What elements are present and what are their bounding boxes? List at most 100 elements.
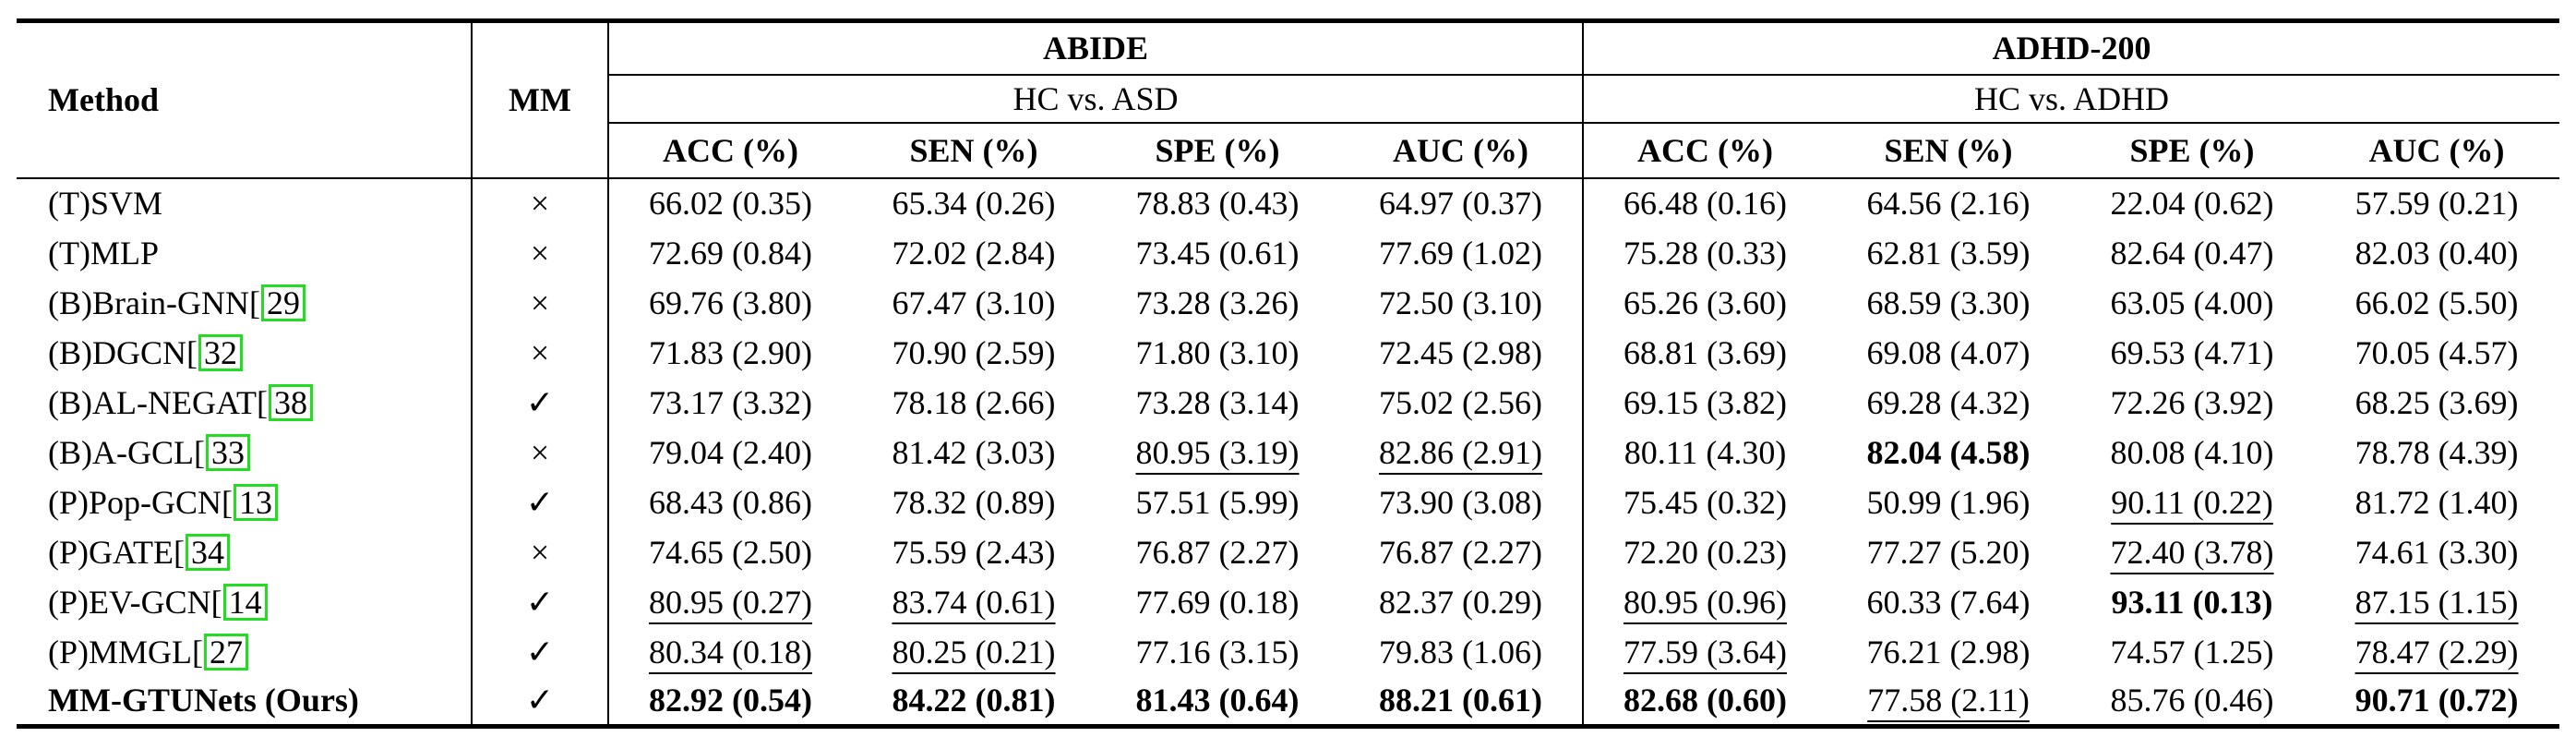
metric-cell: 72.20 (0.23): [1582, 526, 1827, 577]
citation-link[interactable]: 33: [205, 433, 250, 471]
metric-cell: 87.15 (1.15): [2314, 577, 2559, 627]
header-method: Method: [17, 18, 472, 178]
mm-indicator: ✓: [471, 676, 608, 729]
metric-value: 78.32 (0.89): [892, 483, 1056, 521]
metric-value: 72.45 (2.98): [1379, 333, 1542, 371]
header-metric: ACC (%): [607, 122, 852, 179]
header-task-abide: HC vs. ASD: [606, 73, 1584, 124]
method-name: (B)Brain-GNN[29: [17, 278, 472, 328]
metric-value: 62.81 (3.59): [1866, 234, 2031, 272]
metric-cell: 62.81 (3.59): [1827, 228, 2070, 278]
metric-value: 87.15 (1.15): [2354, 583, 2519, 621]
metric-cell: 82.92 (0.54): [607, 676, 852, 729]
citation-link[interactable]: 29: [260, 284, 306, 321]
header-metric: ACC (%): [1582, 122, 1827, 179]
method-name: (P)GATE[34: [17, 527, 472, 577]
citation-link[interactable]: 34: [185, 533, 230, 571]
metric-cell: 82.86 (2.91): [1339, 428, 1583, 477]
method-label: (P)EV-GCN[: [48, 583, 222, 621]
metric-value: 57.51 (5.99): [1135, 483, 1300, 521]
metric-cell: 64.56 (2.16): [1827, 176, 2071, 228]
metric-value: 82.04 (4.58): [1866, 433, 2031, 471]
metric-value: 80.95 (3.19): [1135, 433, 1300, 471]
mm-indicator: ×: [471, 526, 608, 577]
metric-cell: 81.72 (1.40): [2314, 477, 2559, 527]
mm-indicator: ×: [471, 227, 608, 278]
metric-value: 69.08 (4.07): [1866, 333, 2031, 371]
metric-cell: 78.47 (2.29): [2314, 627, 2559, 677]
metric-cell: 73.28 (3.14): [1096, 378, 1339, 428]
metric-cell: 90.11 (0.22): [2070, 477, 2314, 527]
metric-cell: 82.68 (0.60): [1582, 676, 1827, 729]
metric-cell: 77.59 (3.64): [1582, 626, 1827, 677]
metric-cell: 77.69 (1.02): [1339, 228, 1583, 278]
metric-value: 80.25 (0.21): [892, 633, 1056, 670]
metric-value: 77.69 (0.18): [1135, 583, 1300, 621]
metric-value: 72.50 (3.10): [1379, 284, 1542, 321]
method-label: (T)SVM: [48, 185, 162, 222]
metric-value: 68.43 (0.86): [649, 483, 812, 521]
method-label: (T)MLP: [48, 234, 159, 272]
metric-cell: 85.76 (0.46): [2070, 676, 2315, 729]
citation-link[interactable]: 13: [234, 483, 279, 521]
metric-value: 76.87 (2.27): [1135, 533, 1300, 571]
metric-value: 80.08 (4.10): [2110, 433, 2274, 471]
table-row: (P)EV-GCN[14 ✓ 80.95 (0.27) 83.74 (0.61) 77.…: [17, 576, 2559, 627]
metric-value: 77.58 (2.11): [1867, 682, 2030, 719]
mm-indicator: ×: [471, 427, 608, 477]
metric-value: 63.05 (4.00): [2110, 284, 2274, 321]
metric-value: 64.97 (0.37): [1379, 185, 1542, 222]
method-label: MM-GTUNets (Ours): [48, 682, 359, 719]
metric-cell: 81.43 (0.64): [1096, 676, 1339, 729]
method-label: (B)Brain-GNN[: [48, 284, 260, 321]
metric-cell: 72.26 (3.92): [2070, 378, 2314, 428]
citation-link[interactable]: 27: [204, 633, 248, 670]
metric-value: 81.42 (3.03): [892, 433, 1056, 471]
metric-cell: 82.03 (0.40): [2314, 228, 2559, 278]
metric-cell: 70.05 (4.57): [2314, 328, 2559, 378]
metric-cell: 66.48 (0.16): [1582, 176, 1827, 228]
metric-value: 78.83 (0.43): [1135, 185, 1300, 222]
metric-cell: 66.02 (5.50): [2314, 278, 2559, 328]
method-label: (B)DGCN[: [48, 333, 198, 371]
metric-value: 78.18 (2.66): [892, 383, 1056, 421]
method-name: (P)EV-GCN[14: [17, 577, 472, 627]
metric-cell: 78.78 (4.39): [2314, 428, 2559, 477]
metric-value: 81.72 (1.40): [2354, 483, 2519, 521]
metric-cell: 78.18 (2.66): [852, 378, 1096, 428]
table-row: (B)DGCN[32 × 71.83 (2.90) 70.90 (2.59) 71.80…: [17, 327, 2559, 378]
citation-link[interactable]: 14: [222, 583, 268, 621]
metric-value: 66.48 (0.16): [1623, 185, 1788, 222]
metric-cell: 64.97 (0.37): [1339, 176, 1584, 228]
metric-value: 83.74 (0.61): [892, 583, 1056, 621]
metric-value: 68.59 (3.30): [1866, 284, 2031, 321]
metric-value: 69.53 (4.71): [2110, 333, 2274, 371]
metric-value: 74.57 (1.25): [2110, 633, 2274, 670]
metric-value: 72.40 (3.78): [2110, 533, 2274, 571]
metric-cell: 82.04 (4.58): [1827, 428, 2070, 477]
metric-value: 82.37 (0.29): [1379, 583, 1542, 621]
metric-cell: 71.80 (3.10): [1096, 328, 1339, 378]
metric-cell: 73.17 (3.32): [607, 377, 852, 428]
metric-cell: 75.59 (2.43): [852, 527, 1096, 577]
mm-indicator: ✓: [471, 377, 608, 428]
metric-cell: 77.58 (2.11): [1827, 676, 2071, 729]
metric-cell: 60.33 (7.64): [1827, 577, 2070, 627]
citation-link[interactable]: 32: [198, 333, 243, 371]
metric-value: 50.99 (1.96): [1866, 483, 2031, 521]
metric-value: 60.33 (7.64): [1866, 583, 2031, 621]
metric-cell: 72.02 (2.84): [852, 228, 1096, 278]
metric-value: 82.03 (0.40): [2354, 234, 2519, 272]
metric-cell: 57.59 (0.21): [2314, 176, 2560, 228]
metric-cell: 72.40 (3.78): [2070, 527, 2314, 577]
citation-link[interactable]: 38: [268, 383, 313, 421]
metric-value: 82.68 (0.60): [1623, 682, 1788, 719]
method-name: (B)DGCN[32: [17, 328, 472, 378]
metric-value: 73.28 (3.14): [1135, 383, 1300, 421]
metric-value: 73.17 (3.32): [649, 383, 812, 421]
metric-value: 75.45 (0.32): [1623, 483, 1788, 521]
mm-indicator: ×: [471, 277, 608, 328]
metric-value: 68.81 (3.69): [1623, 333, 1788, 371]
metric-value: 72.20 (0.23): [1623, 533, 1788, 571]
header-metric: AUC (%): [1339, 122, 1584, 179]
